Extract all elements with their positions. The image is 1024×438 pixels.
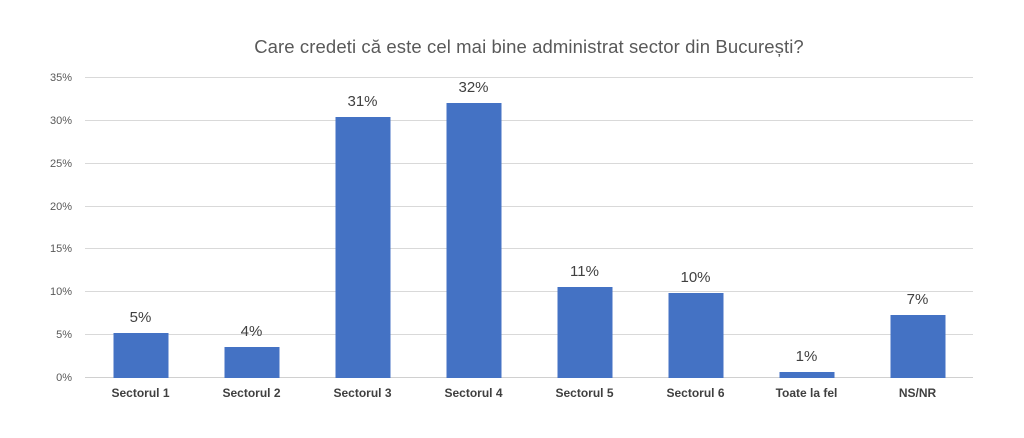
- bar-sectorul-6: [668, 293, 723, 378]
- gridline-0: [85, 377, 973, 378]
- bars-row: 5% 4% 31% 32% 11% 10% 1% 7%: [85, 78, 973, 378]
- bar-value-label: 31%: [347, 92, 378, 110]
- gridline-25: [85, 162, 973, 164]
- bar-slot: 10%: [640, 78, 751, 378]
- bar-sectorul-3: [335, 116, 390, 378]
- bar-slot: 4%: [196, 78, 307, 378]
- bar-sectorul-4: [446, 102, 501, 378]
- bar-slot: 31%: [307, 78, 418, 378]
- chart-title: Care credeti că este cel mai bine admini…: [254, 36, 804, 57]
- bar-value-label: 1%: [795, 348, 818, 365]
- bar-sectorul-2: [224, 347, 279, 378]
- bar-value-label: 32%: [458, 78, 489, 96]
- x-category-label-sectorul-3: Sectorul 3: [333, 386, 392, 400]
- y-tick-label: 0%: [56, 372, 72, 384]
- y-tick-label: 5%: [56, 329, 72, 342]
- bar-slot: 5%: [85, 78, 196, 378]
- y-tick-label: 20%: [49, 200, 72, 213]
- y-tick-label: 25%: [49, 157, 72, 170]
- x-category-label-sectorul-6: Sectorul 6: [666, 386, 725, 400]
- y-axis: 0% 5% 10% 15% 20% 25% 30% 35%: [0, 72, 78, 384]
- x-axis: Sectorul 1 Sectorul 2 Sectorul 3 Sectorul 4…: [85, 386, 973, 400]
- bar-value-label: 11%: [570, 263, 599, 281]
- bar-value-label: 5%: [129, 308, 152, 326]
- y-tick-label: 10%: [49, 286, 72, 299]
- x-category-label-sectorul-5: Sectorul 5: [555, 386, 614, 400]
- bar-slot: 32%: [418, 78, 529, 378]
- gridline-15: [85, 248, 973, 250]
- x-category-label-toate-la-fel: Toate la fel: [775, 386, 838, 400]
- bar-value-label: 7%: [906, 291, 929, 309]
- bar-sectorul-5: [557, 287, 612, 378]
- bar-sectorul-1: [113, 332, 168, 378]
- gridline-10: [85, 291, 973, 293]
- bar-slot: 1%: [751, 78, 862, 378]
- bar-value-label: 10%: [680, 269, 711, 287]
- gridline-35: [85, 77, 973, 78]
- x-category-label-sectorul-2: Sectorul 2: [222, 386, 281, 400]
- plot-area: 5% 4% 31% 32% 11% 10% 1% 7%: [85, 77, 973, 378]
- x-category-label-ns-nr: NS/NR: [898, 386, 937, 400]
- y-tick-label: 30%: [49, 114, 72, 127]
- gridline-5: [85, 334, 973, 336]
- bar-ns-nr: [890, 315, 945, 378]
- bar-value-label: 4%: [240, 323, 263, 341]
- gridline-30: [85, 119, 973, 121]
- y-tick-label: 35%: [49, 72, 72, 84]
- x-category-label-sectorul-1: Sectorul 1: [111, 386, 170, 400]
- bar-toate-la-fel: [779, 372, 834, 378]
- bar-slot: 11%: [529, 78, 640, 378]
- y-tick-label: 15%: [49, 243, 72, 256]
- bar-slot: 7%: [862, 78, 973, 378]
- x-category-label-sectorul-4: Sectorul 4: [444, 386, 503, 400]
- gridline-20: [85, 205, 973, 207]
